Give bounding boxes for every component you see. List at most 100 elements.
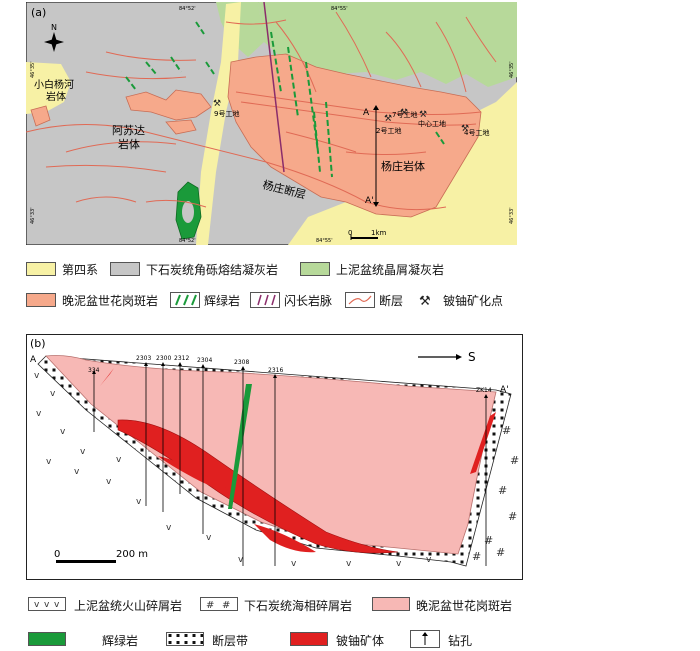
section-scale-0: 0: [54, 549, 60, 560]
legend-a-swatch-fault: [345, 292, 375, 308]
svg-text:#: #: [510, 454, 519, 467]
svg-text:v: v: [106, 477, 112, 487]
map-label-site9: 9号工地: [214, 109, 239, 118]
section-boreholes: [93, 366, 487, 566]
borehole-label-2303: 2303: [136, 355, 151, 362]
svg-text:⚒: ⚒: [461, 124, 469, 134]
legend-a-label-devonian: 上泥盆统晶屑凝灰岩: [336, 263, 445, 277]
legend-a-label-fault: 断层: [379, 294, 404, 308]
svg-text:#: #: [498, 484, 507, 497]
legend-a-label-granite: 晚泥盆世花岗斑岩: [62, 294, 159, 308]
borehole-label-2304: 2304: [197, 357, 212, 364]
map-label-asuda-1: 阿苏达: [112, 124, 145, 137]
svg-text:v: v: [80, 447, 86, 457]
svg-text:#: #: [484, 534, 493, 547]
svg-text:⚒: ⚒: [400, 108, 408, 118]
legend-b-label-marine: 下石炭统海相碎屑岩: [244, 599, 353, 613]
svg-text:#: #: [502, 424, 511, 437]
section-ore-3: [254, 524, 316, 553]
map-zone-granite-main: [227, 53, 482, 218]
map-label-site7: 7号工地: [392, 110, 417, 119]
svg-text:v: v: [60, 427, 66, 437]
map-label-site4: 4号工地: [464, 128, 489, 137]
map-label-xiaobai-1: 小白杨河: [34, 78, 74, 91]
legend-a-swatch-devonian: [300, 262, 330, 276]
svg-text:v: v: [291, 559, 297, 569]
legend-a-swatch-quaternary: [26, 262, 56, 276]
section-borehole-arrows: [92, 362, 488, 398]
svg-text:v: v: [74, 467, 80, 477]
section-panel-label: (b): [30, 337, 46, 350]
borehole-label-2312: 2312: [174, 355, 189, 362]
map-coord-right2: 46°33': [509, 207, 515, 224]
legend-a-label-mine-site: 铍铀矿化点: [443, 294, 504, 308]
map-zone-granite-xiaobai: [30, 105, 51, 127]
legend-a-label-diabase: 辉绿岩: [204, 294, 241, 308]
borehole-label-2300: 2300: [156, 355, 171, 362]
map-coord-top2: 84°55': [331, 6, 348, 12]
svg-text:v: v: [116, 455, 122, 465]
section-a-left: A: [30, 355, 37, 365]
borehole-label-2308: 2308: [234, 359, 249, 366]
legend-a-swatch-mine-site: ⚒: [419, 294, 431, 308]
map-scale-bar: [350, 234, 378, 240]
map-label-pluton: 杨庄岩体: [381, 159, 425, 173]
map-zone-quaternary-center: [196, 2, 241, 245]
svg-text:v: v: [206, 533, 212, 543]
legend-a-label-carboniferous: 下石炭统角砾熔结凝灰岩: [146, 263, 279, 277]
map-zone-quaternary-left: [26, 62, 71, 114]
map-panel-label: (a): [31, 6, 46, 19]
map-label-site2: 2号工地: [376, 126, 401, 135]
section-scale-1: 200 m: [116, 549, 148, 560]
section-ore-4: [100, 368, 114, 386]
map-scale-0: 0: [348, 229, 352, 237]
svg-text:v: v: [34, 371, 40, 381]
legend-a-swatch-diorite: [250, 292, 280, 308]
legend-b-swatch-borehole: [410, 630, 440, 648]
svg-text:v: v: [426, 555, 432, 565]
map-label-a-top: A: [363, 108, 370, 118]
legend-b-swatch-marine: # #: [200, 597, 238, 611]
map-coord-left1: 46°35': [30, 61, 36, 78]
compass-icon: N: [44, 23, 64, 52]
map-label-site-center: 中心工地: [418, 119, 446, 128]
map-coord-left2: 46°33': [30, 207, 36, 224]
svg-text:v: v: [36, 409, 42, 419]
legend-b-swatch-diabase: [28, 632, 66, 646]
svg-text:v: v: [54, 600, 60, 610]
map-label-asuda-2: 岩体: [118, 137, 140, 151]
svg-text:⚒: ⚒: [213, 99, 221, 109]
borehole-arrow-icon: [422, 632, 428, 636]
svg-text:#: #: [222, 600, 230, 611]
legend-b-swatch-granite: [372, 597, 410, 611]
svg-text:v: v: [166, 523, 172, 533]
section-diabase: [228, 384, 252, 509]
section-ore-right: [470, 412, 496, 474]
section-ore-2: [158, 456, 226, 489]
map-faults: [26, 11, 497, 211]
svg-text:#: #: [206, 600, 214, 611]
svg-text:⚒: ⚒: [384, 114, 392, 124]
section-marine-symbols: ### ### #: [472, 424, 519, 563]
section-scale-bar: [56, 560, 116, 563]
svg-text:v: v: [44, 600, 50, 610]
borehole-label-zk14: ZK14: [476, 387, 492, 394]
svg-text:v: v: [46, 457, 52, 467]
svg-text:⚒: ⚒: [419, 110, 427, 120]
legend-b-label-ore: 铍铀矿体: [336, 634, 385, 648]
borehole-label-2316: 2316: [268, 367, 283, 374]
legend-a-label-quaternary: 第四系: [62, 263, 99, 277]
borehole-label-334: 334: [88, 367, 100, 374]
svg-text:N: N: [51, 23, 57, 32]
svg-text:#: #: [496, 546, 505, 559]
map-coord-bottom1: 84°52': [179, 238, 196, 244]
legend-a-swatch-granite: [26, 293, 56, 307]
legend-a-swatch-diabase: [170, 292, 200, 308]
legend-b-swatch-fault-zone: [166, 632, 204, 646]
geological-map: ⚒ ⚒ ⚒ ⚒ ⚒ N (a) 84°52' 84°55' 84°52' 84°…: [26, 2, 517, 245]
legend-a-label-diorite: 闪长岩脉: [284, 294, 333, 308]
svg-text:#: #: [508, 510, 517, 523]
svg-text:v: v: [34, 600, 40, 610]
